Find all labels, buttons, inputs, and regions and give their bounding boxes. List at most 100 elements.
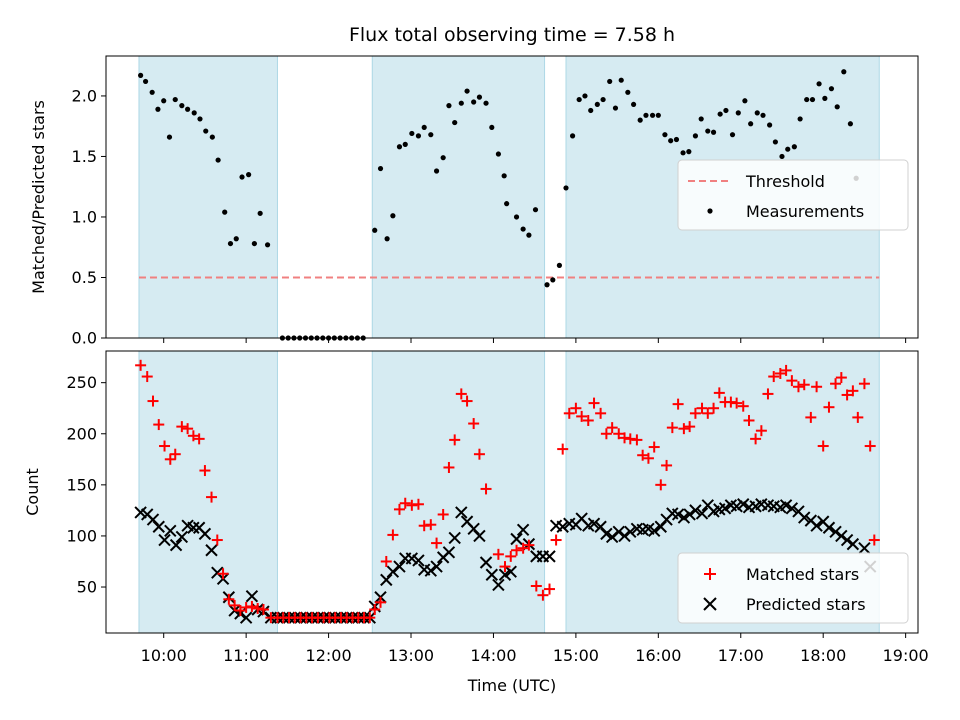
measurement-point: [464, 88, 470, 94]
matched-point: [557, 443, 569, 455]
matched-point: [182, 423, 194, 435]
predicted-point-stroke: [164, 524, 177, 538]
measurement-point: [161, 98, 167, 104]
measurement-point: [655, 112, 661, 118]
measurement-point: [710, 129, 717, 135]
measurement-point: [532, 207, 539, 213]
matched-point: [755, 425, 767, 437]
predicted-point-stroke: [239, 611, 253, 624]
bottom-plot-frame: [105, 350, 919, 634]
predicted-point-stroke: [718, 502, 732, 515]
matched-point: [399, 497, 411, 509]
predicted-point-stroke: [563, 517, 576, 530]
predicted-point: [543, 550, 556, 563]
predicted-point: [479, 556, 493, 569]
measurement-point: [185, 106, 191, 112]
predicted-point-stroke: [152, 520, 165, 533]
matched-point: [380, 555, 392, 567]
matched-point: [847, 385, 859, 397]
predicted-point-stroke: [504, 565, 517, 578]
matched-point: [147, 395, 159, 407]
predicted-point: [677, 511, 691, 524]
matched-point: [193, 433, 205, 445]
x-tick-label: 14:00: [470, 646, 516, 665]
matched-point: [792, 381, 804, 393]
top-y-tick-label: 0.5: [72, 268, 97, 287]
measurement-point: [785, 146, 791, 152]
measurement-point: [197, 116, 203, 122]
predicted-point-stroke: [556, 520, 569, 533]
predicted-point: [498, 568, 512, 581]
matched-point: [637, 449, 649, 461]
measurement-point: [692, 133, 699, 139]
predicted-point-stroke: [822, 521, 836, 534]
measurement-point: [446, 103, 452, 109]
matched-point: [666, 422, 678, 434]
top-legend-box: [677, 159, 909, 231]
predicted-point: [835, 529, 848, 543]
x-axis-label: Time (UTC): [467, 676, 556, 695]
predicted-point: [169, 538, 183, 552]
measurement-point: [203, 128, 209, 134]
predicted-point-stroke: [624, 525, 637, 539]
top-y-tick-label: 0.0: [72, 329, 97, 348]
measurement-point: [594, 101, 600, 108]
predicted-point-stroke: [460, 515, 474, 528]
predicted-point: [846, 537, 860, 551]
predicted-point-stroke: [666, 507, 679, 520]
matched-point: [823, 401, 835, 413]
measurement-point: [476, 94, 483, 100]
predicted-point-stroke: [412, 554, 425, 567]
measurement-point: [797, 116, 803, 122]
matched-point: [631, 434, 643, 446]
matched-point: [713, 387, 725, 399]
bottom-y-tick-label: 200: [66, 424, 97, 443]
predicted-point-stroke: [835, 529, 848, 543]
measurement-point: [191, 110, 197, 116]
matched-point: [689, 407, 701, 419]
predicted-point: [618, 529, 631, 543]
measurement-point: [680, 150, 686, 156]
legend-matched-label: Matched stars: [746, 565, 859, 584]
measurement-point: [673, 136, 680, 143]
predicted-point: [822, 521, 836, 534]
measurement-point: [166, 134, 173, 140]
bottom-y-tick-label: 150: [66, 475, 97, 494]
predicted-point-stroke: [198, 527, 212, 541]
matched-point: [743, 414, 755, 426]
bottom-x-ticks: 10:00 11:00 12:00 13:00 14:00 15:00 16:00 17:00…: [141, 633, 929, 665]
predicted-point-stroke: [492, 578, 505, 592]
measurement-point: [804, 96, 810, 103]
matched-point: [868, 534, 880, 546]
predicted-point-stroke: [380, 573, 393, 587]
measurement-point: [588, 107, 594, 114]
predicted-point: [164, 524, 177, 538]
matched-point: [199, 465, 211, 477]
matched-point: [678, 423, 690, 435]
matched-point: [702, 407, 714, 419]
matched-point: [473, 448, 485, 460]
matched-point: [696, 402, 708, 414]
matched-point: [206, 491, 218, 503]
matched-point: [164, 453, 176, 465]
matched-point: [595, 407, 607, 419]
predicted-point: [448, 531, 461, 545]
matched-point: [684, 421, 696, 433]
measurement-point: [754, 110, 760, 116]
matched-point: [655, 479, 667, 491]
legend-matched-swatch: [704, 568, 716, 580]
matched-point: [369, 604, 381, 615]
shaded-interval: [138, 55, 278, 339]
matched-point: [153, 419, 165, 431]
measurement-point: [458, 100, 464, 106]
predicted-point-stroke: [810, 519, 823, 532]
measurement-point: [179, 103, 185, 109]
bottom-y-axis-label: Count: [23, 468, 42, 516]
measurement-point: [415, 133, 422, 139]
measurement-point: [649, 112, 656, 118]
matched-point: [211, 534, 223, 546]
predicted-point-stroke: [829, 525, 842, 539]
matched-point: [600, 428, 612, 440]
measurement-point: [421, 124, 427, 131]
predicted-point: [393, 560, 406, 573]
